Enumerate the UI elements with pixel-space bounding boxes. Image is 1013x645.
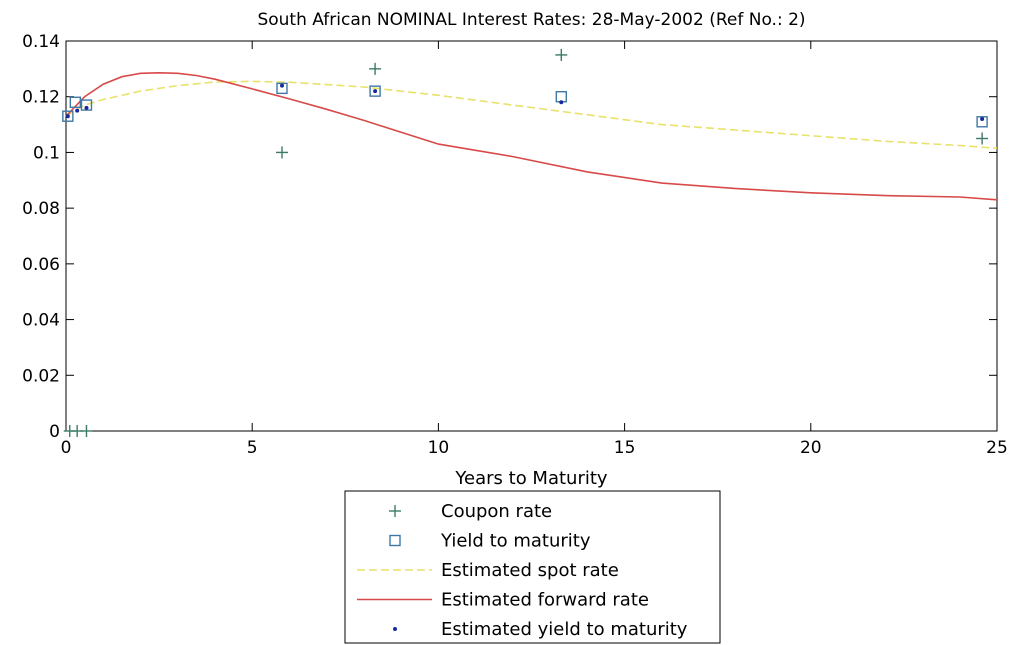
- series-layer: [62, 48, 998, 437]
- y-tick-label: 0.04: [22, 311, 60, 331]
- estimated-yield-to-maturity-point: [75, 108, 80, 113]
- x-tick-label: 5: [247, 438, 258, 458]
- coupon-rate-point: [976, 132, 989, 145]
- y-tick-label: 0: [49, 422, 60, 442]
- legend-item: Estimated spot rate: [357, 560, 619, 581]
- estimated-yield-to-maturity-point: [65, 114, 70, 119]
- yield-to-maturity-point: [62, 110, 74, 122]
- legend-label: Estimated spot rate: [441, 560, 619, 581]
- yield-to-maturity-series: [62, 82, 988, 128]
- legend-marker-swatch: [393, 627, 397, 631]
- coupon-rate-point: [369, 62, 382, 75]
- legend-label: Yield to maturity: [440, 531, 591, 552]
- legend-marker-swatch: [389, 505, 401, 517]
- y-tick-label: 0.02: [22, 366, 60, 386]
- coupon-rate-point: [555, 48, 568, 61]
- axis-ticks: 0 5 10 15 20 25 0 0.02 0.04 0.06 0.08 0.1 0.12 0.14: [22, 32, 1008, 458]
- legend-items: Coupon rate Yield to maturity Estimated sp…: [357, 501, 688, 640]
- legend: Coupon rate Yield to maturity Estimated sp…: [344, 490, 721, 644]
- yield-to-maturity-point: [276, 82, 288, 95]
- y-tick-label: 0.14: [22, 32, 60, 52]
- x-tick-label: 25: [986, 438, 1008, 458]
- estimated-yield-to-maturity-point: [279, 83, 284, 88]
- coupon-rate-point: [80, 425, 93, 437]
- coupon-rate-series: [63, 48, 989, 437]
- x-tick-label: 10: [428, 438, 450, 458]
- legend-label: Estimated yield to maturity: [441, 619, 688, 640]
- x-tick-label: 0: [61, 438, 72, 458]
- estimated-yield-to-maturity-point: [559, 100, 564, 105]
- legend-item: Estimated forward rate: [357, 590, 649, 611]
- y-tick-label: 0.06: [22, 255, 60, 275]
- y-tick-label: 0.12: [22, 88, 60, 108]
- estimated-forward-rate-line: [65, 71, 998, 201]
- legend-marker-swatch: [389, 534, 401, 547]
- x-tick-label: 15: [614, 438, 636, 458]
- legend-label: Estimated forward rate: [441, 590, 649, 611]
- yield-to-maturity-point: [69, 96, 82, 108]
- legend-label: Coupon rate: [441, 501, 552, 522]
- yield-to-maturity-point: [80, 99, 93, 111]
- y-tick-label: 0.08: [22, 199, 60, 219]
- chart-title: South African NOMINAL Interest Rates: 28…: [257, 10, 805, 30]
- x-axis-label: Years to Maturity: [454, 468, 607, 489]
- estimated-yield-to-maturity-point: [980, 117, 985, 121]
- estimated-yield-to-maturity-point: [373, 89, 378, 94]
- coupon-rate-point: [275, 146, 288, 159]
- yield-to-maturity-point: [369, 85, 381, 97]
- legend-box: [344, 490, 721, 644]
- legend-item: Yield to maturity: [389, 531, 591, 552]
- y-tick-label: 0.1: [33, 143, 60, 163]
- estimated-spot-rate-line: [65, 80, 998, 150]
- x-tick-label: 20: [800, 438, 822, 458]
- yield-to-maturity-point: [976, 116, 988, 128]
- estimated-yield-to-maturity-point: [84, 105, 89, 110]
- estimated-yield-to-maturity-series: [65, 83, 985, 121]
- legend-item: Coupon rate: [389, 501, 552, 522]
- legend-item: Estimated yield to maturity: [393, 619, 688, 640]
- plot-area: [65, 40, 998, 432]
